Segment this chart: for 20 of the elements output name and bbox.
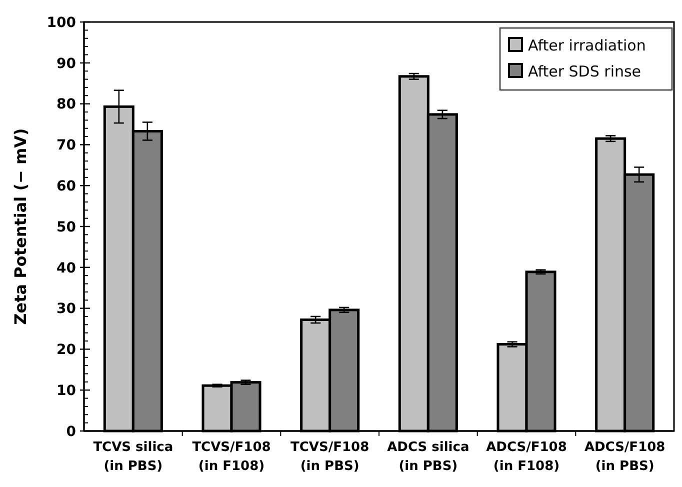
y-axis-title: Zeta Potential (− mV) <box>11 128 30 325</box>
y-tick-label: 90 <box>56 56 76 72</box>
y-tick-label: 0 <box>66 424 76 440</box>
y-tick-label: 30 <box>56 301 76 318</box>
x-tick-label: TCVS silica (in PBS) <box>93 440 174 474</box>
x-tick-label: ADCS/F108 (in F108) <box>486 440 567 474</box>
x-tick-label: ADCS silica (in PBS) <box>387 440 470 474</box>
x-tick-label: ADCS/F108 (in PBS) <box>584 440 666 474</box>
y-tick-label: 10 <box>56 383 76 399</box>
y-tick-label: 100 <box>46 14 76 31</box>
y-tick-label: 70 <box>56 138 76 154</box>
x-tick-label: TCVS/F108 (in PBS) <box>290 440 370 474</box>
y-tick-label: 50 <box>56 219 76 236</box>
x-tick-label: TCVS/F108 (in F108) <box>192 440 271 474</box>
legend-label: After irradiation <box>528 36 646 54</box>
y-tick-label: 80 <box>56 96 76 113</box>
legend-label: After SDS rinse <box>528 62 642 80</box>
y-tick-label: 20 <box>56 342 76 358</box>
y-tick-label: 60 <box>56 178 76 194</box>
y-tick-label: 40 <box>56 260 76 276</box>
